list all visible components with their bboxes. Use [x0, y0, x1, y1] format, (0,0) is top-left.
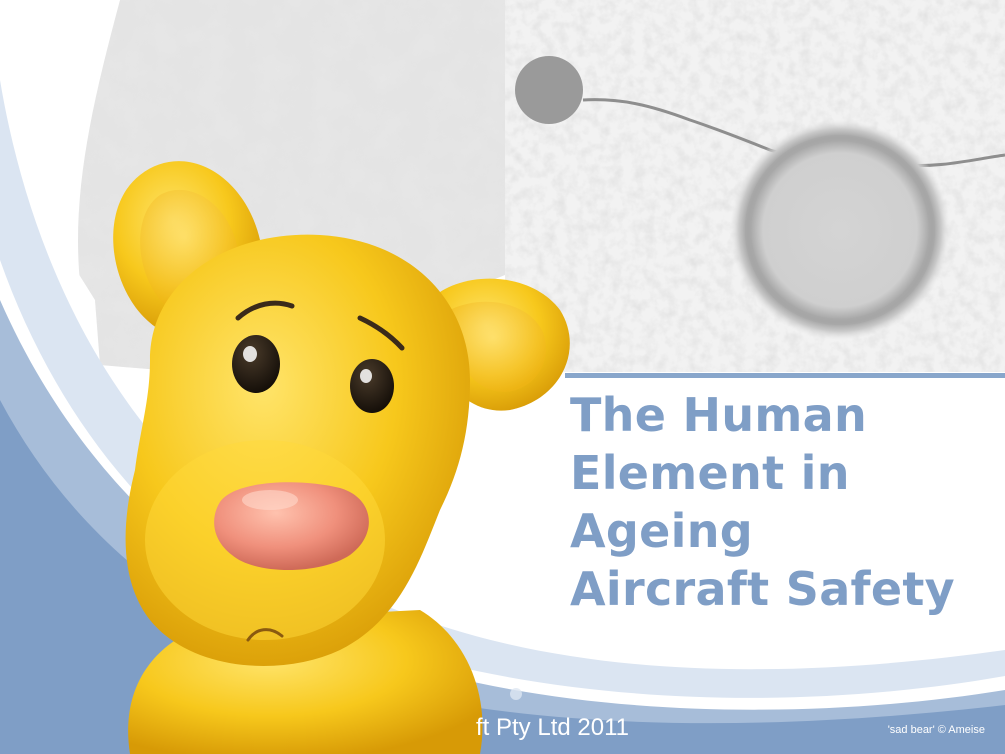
- rivet: [510, 688, 522, 700]
- bear-right-eye: [350, 359, 394, 413]
- title-line-1: The Human: [570, 388, 868, 442]
- bear-left-eye: [232, 335, 280, 393]
- corrosion-pit-dark: [515, 56, 583, 124]
- bear-mouth: [246, 628, 284, 642]
- slide-title: The Human Element in Ageing Aircraft Saf…: [570, 386, 1000, 618]
- title-line-3: Ageing: [570, 504, 753, 558]
- bear-left-eyebrow: [235, 300, 295, 321]
- footer-copyright-text: ft Pty Ltd 2011: [476, 714, 629, 741]
- title-line-4: Aircraft Safety: [570, 562, 955, 616]
- corrosion-ring: [730, 120, 950, 340]
- title-divider-line: [565, 373, 1005, 378]
- image-credit-text: 'sad bear' © Ameise: [887, 724, 985, 736]
- bear-right-eyebrow: [357, 315, 405, 351]
- title-line-2: Element in: [570, 446, 850, 500]
